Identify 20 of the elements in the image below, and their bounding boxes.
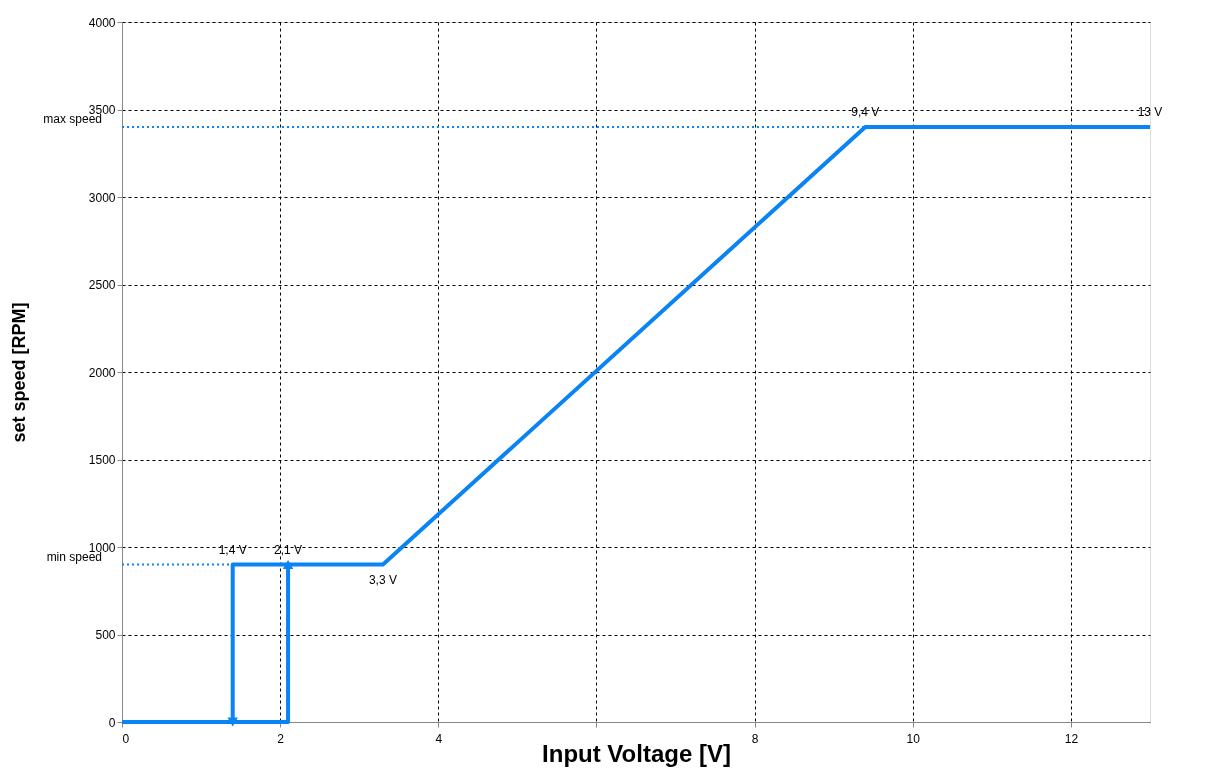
y-tick-label: 3000 [88, 190, 116, 205]
annotation: 1,4 V [218, 542, 247, 557]
x-tick-label: 4 [435, 731, 443, 746]
y-tick-label: 2000 [88, 365, 116, 380]
x-tick-label: 0 [122, 731, 130, 746]
y-tick-label: 4000 [88, 15, 116, 30]
x-tick-label: 2 [277, 731, 285, 746]
x-tick-label: 12 [1064, 731, 1079, 746]
x-axis-title: Input Voltage [V] [542, 739, 731, 767]
y-tick-label: 1500 [88, 453, 116, 467]
x-tick-label: 10 [906, 731, 921, 746]
y-tick-label: 2500 [88, 278, 116, 292]
y-axis-title: set speed [RPM] [8, 302, 29, 443]
annotation: 3,3 V [368, 572, 397, 587]
y-tick-label: 500 [95, 628, 116, 642]
annotation: 13 V [1137, 105, 1163, 119]
y-tick-label: 0 [108, 715, 116, 730]
annotation: 9,4 V [851, 105, 880, 119]
annotation: 2,1 V [274, 542, 303, 557]
x-tick-label: 8 [751, 731, 759, 746]
